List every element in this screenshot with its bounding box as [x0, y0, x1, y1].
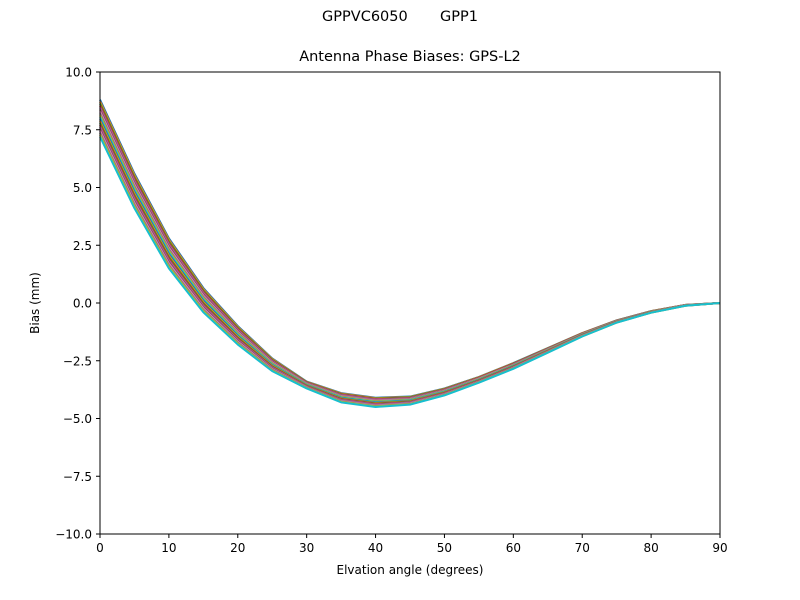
x-tick-label: 40: [368, 541, 383, 555]
series-line: [99, 126, 721, 406]
x-tick-label: 60: [506, 541, 521, 555]
series-line: [99, 116, 721, 404]
series-line: [99, 134, 721, 408]
series-line: [99, 122, 721, 405]
y-tick-label: −10.0: [55, 528, 92, 542]
x-tick-label: 0: [96, 541, 104, 555]
series-line: [99, 99, 721, 399]
series-line: [99, 136, 721, 408]
x-tick-label: 90: [712, 541, 727, 555]
y-tick-label: 7.5: [73, 123, 92, 137]
x-axis-label: Elvation angle (degrees): [337, 563, 484, 577]
plot-lines: [99, 99, 721, 408]
series-line: [99, 101, 721, 400]
series-line: [99, 109, 721, 402]
series-line: [99, 110, 721, 402]
x-tick-label: 70: [575, 541, 590, 555]
y-tick-label: 10.0: [65, 66, 92, 80]
x-tick-label: 30: [299, 541, 314, 555]
series-line: [99, 124, 721, 406]
chart-title: Antenna Phase Biases: GPS-L2: [299, 49, 521, 65]
series-line: [99, 105, 721, 401]
series-line: [99, 103, 721, 400]
y-tick-label: −7.5: [63, 470, 92, 484]
x-tick-label: 80: [643, 541, 658, 555]
y-tick-label: −2.5: [63, 354, 92, 368]
series-line: [99, 130, 721, 407]
y-tick-label: 5.0: [73, 181, 92, 195]
axes-frame: [99, 71, 721, 535]
x-tick-label: 10: [161, 541, 176, 555]
y-axis-ticks: 10.0 7.5 5.0 2.5 0.0 −2.5 −5.0 −7.5 −10.0: [55, 66, 100, 542]
series-line: [99, 128, 721, 406]
series-line: [99, 118, 721, 404]
x-tick-label: 50: [437, 541, 452, 555]
figure-suptitle: GPPVC6050 GPP1: [322, 9, 478, 25]
y-tick-label: −5.0: [63, 412, 92, 426]
series-line: [99, 114, 721, 403]
y-tick-label: 2.5: [73, 239, 92, 253]
x-axis-ticks: 0 10 20 30 40 50 60 70 80 90: [96, 534, 728, 555]
series-line: [99, 112, 721, 403]
y-tick-label: 0.0: [73, 297, 92, 311]
series-line: [99, 120, 721, 405]
series-line: [99, 132, 721, 407]
y-axis-label: Bias (mm): [28, 272, 42, 334]
series-line: [99, 107, 721, 401]
x-tick-label: 20: [230, 541, 245, 555]
